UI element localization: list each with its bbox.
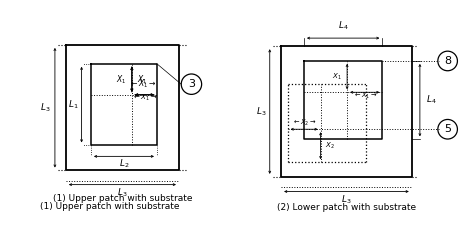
- Text: $L_4$: $L_4$: [338, 19, 348, 32]
- Text: $\leftarrow X_1\rightarrow$: $\leftarrow X_1\rightarrow$: [353, 91, 377, 101]
- Text: 3: 3: [188, 79, 195, 89]
- Text: $L_4$: $L_4$: [427, 94, 437, 106]
- Text: (1) Upper patch with substrate: (1) Upper patch with substrate: [53, 194, 192, 203]
- Text: 8: 8: [444, 56, 451, 66]
- Text: $L_3$: $L_3$: [255, 105, 266, 118]
- Text: $\leftarrow X_1\rightarrow$: $\leftarrow X_1\rightarrow$: [132, 93, 157, 103]
- Text: $L_2$: $L_2$: [119, 158, 129, 170]
- Text: $L_1$: $L_1$: [68, 98, 79, 111]
- Text: $X_2$: $X_2$: [326, 141, 335, 151]
- Text: $L_3$: $L_3$: [117, 186, 128, 199]
- Text: $X_1$: $X_1$: [137, 73, 148, 85]
- Text: $L_3$: $L_3$: [40, 102, 51, 114]
- Text: $X_1$: $X_1$: [116, 73, 127, 85]
- Text: $X_1$: $X_1$: [332, 72, 341, 82]
- Text: $\leftarrow X_2\rightarrow$: $\leftarrow X_2\rightarrow$: [292, 117, 316, 127]
- Text: $L_3$: $L_3$: [341, 193, 352, 206]
- Text: 5: 5: [444, 124, 451, 134]
- Text: (1) Upper patch with substrate: (1) Upper patch with substrate: [40, 202, 180, 211]
- Text: $\leftarrow X_1\rightarrow$: $\leftarrow X_1\rightarrow$: [129, 78, 157, 90]
- Text: (2) Lower patch with substrate: (2) Lower patch with substrate: [277, 203, 416, 212]
